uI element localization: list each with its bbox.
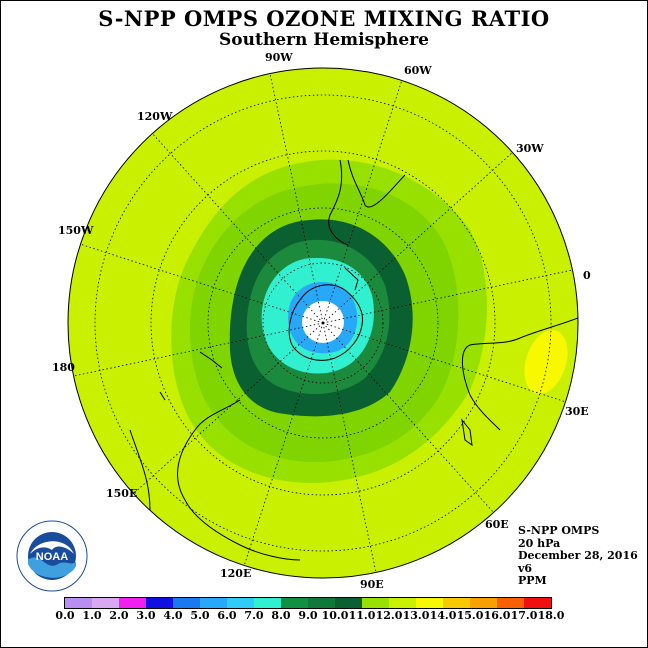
lon-label-90w: 90W [265, 51, 293, 64]
lon-label-0: 0 [583, 269, 591, 282]
meridian-line [269, 73, 324, 324]
svg-text:NOAA: NOAA [36, 551, 68, 563]
colorbar-label: 3.0 [136, 609, 156, 622]
colorbar-segment [65, 598, 92, 608]
colorbar-label: 4.0 [163, 609, 183, 622]
meridian-line [322, 322, 377, 573]
meridian-line [322, 152, 513, 324]
lon-label-90e: 90E [360, 578, 384, 591]
meridian-line [133, 322, 324, 494]
info-version: v6 [518, 561, 533, 575]
lon-label-120e: 120E [220, 567, 252, 580]
colorbar-label: 15.0 [456, 609, 484, 622]
colorbar-segment [335, 598, 362, 608]
meridian-line [322, 80, 403, 324]
colorbar-label: 12.0 [375, 609, 403, 622]
colorbar-label: 0.0 [55, 609, 75, 622]
lon-label-120w: 120W [137, 110, 173, 123]
colorbar-segment [281, 598, 308, 608]
graticule [73, 73, 573, 573]
colorbar-segment [254, 598, 281, 608]
colorbar-label: 10.0 [321, 609, 349, 622]
meridian-line [322, 269, 573, 324]
map-boundary [67, 67, 579, 579]
lon-label-60e: 60E [485, 518, 509, 531]
colorbar-segment [497, 598, 524, 608]
colorbar-label: 6.0 [217, 609, 237, 622]
lon-label-150e: 150E [106, 487, 138, 500]
ozone-band-13-14 [524, 330, 568, 394]
meridian-line [322, 322, 494, 513]
colorbar-segment [389, 598, 416, 608]
colorbar-label: 7.0 [244, 609, 264, 622]
meridian-line [152, 133, 324, 324]
colorbar-segment [524, 598, 551, 608]
colorbar [64, 597, 552, 609]
info-level: 20 hPa [518, 536, 561, 550]
colorbar-segment [173, 598, 200, 608]
meridian-line [73, 322, 324, 377]
map-subtitle: Southern Hemisphere [219, 30, 429, 50]
colorbar-label: 18.0 [537, 609, 565, 622]
colorbar-label: 14.0 [429, 609, 457, 622]
colorbar-segment [416, 598, 443, 608]
colorbar-segment [200, 598, 227, 608]
colorbar-segment [443, 598, 470, 608]
info-units: PPM [518, 574, 547, 587]
lon-label-30e: 30E [565, 405, 589, 418]
lon-label-180: 180 [52, 361, 75, 374]
colorbar-labels: 0.0 1.0 2.0 3.0 4.0 5.0 6.0 7.0 8.0 9.0 10.0 11.0 12… [0, 609, 648, 623]
coastlines [129, 159, 578, 561]
colorbar-segment [470, 598, 497, 608]
noaa-logo-icon: NOAA [16, 520, 88, 592]
info-date: December 28, 2016 [518, 549, 638, 562]
colorbar-segment [308, 598, 335, 608]
meridian-line [80, 243, 324, 324]
lon-label-60w: 60W [404, 64, 432, 77]
colorbar-label: 11.0 [348, 609, 376, 622]
colorbar-label: 16.0 [483, 609, 511, 622]
lon-label-150w: 150W [58, 224, 94, 237]
colorbar-label: 8.0 [271, 609, 291, 622]
info-instrument: S-NPP OMPS [518, 524, 600, 537]
colorbar-label: 9.0 [298, 609, 318, 622]
colorbar-label: 5.0 [190, 609, 210, 622]
colorbar-segment [146, 598, 173, 608]
colorbar-label: 2.0 [109, 609, 129, 622]
meridian-line [322, 322, 566, 403]
colorbar-label: 1.0 [82, 609, 102, 622]
colorbar-segment [119, 598, 146, 608]
colorbar-segment [227, 598, 254, 608]
colorbar-label: 17.0 [510, 609, 538, 622]
info-block: S-NPP OMPS 20 hPa December 28, 2016 v6 P… [518, 524, 638, 588]
meridian-line [243, 322, 324, 566]
lon-label-30w: 30W [516, 142, 544, 155]
colorbar-label: 13.0 [402, 609, 430, 622]
colorbar-segment [92, 598, 119, 608]
map-title: S-NPP OMPS OZONE MIXING RATIO [98, 6, 550, 31]
colorbar-segment [362, 598, 389, 608]
